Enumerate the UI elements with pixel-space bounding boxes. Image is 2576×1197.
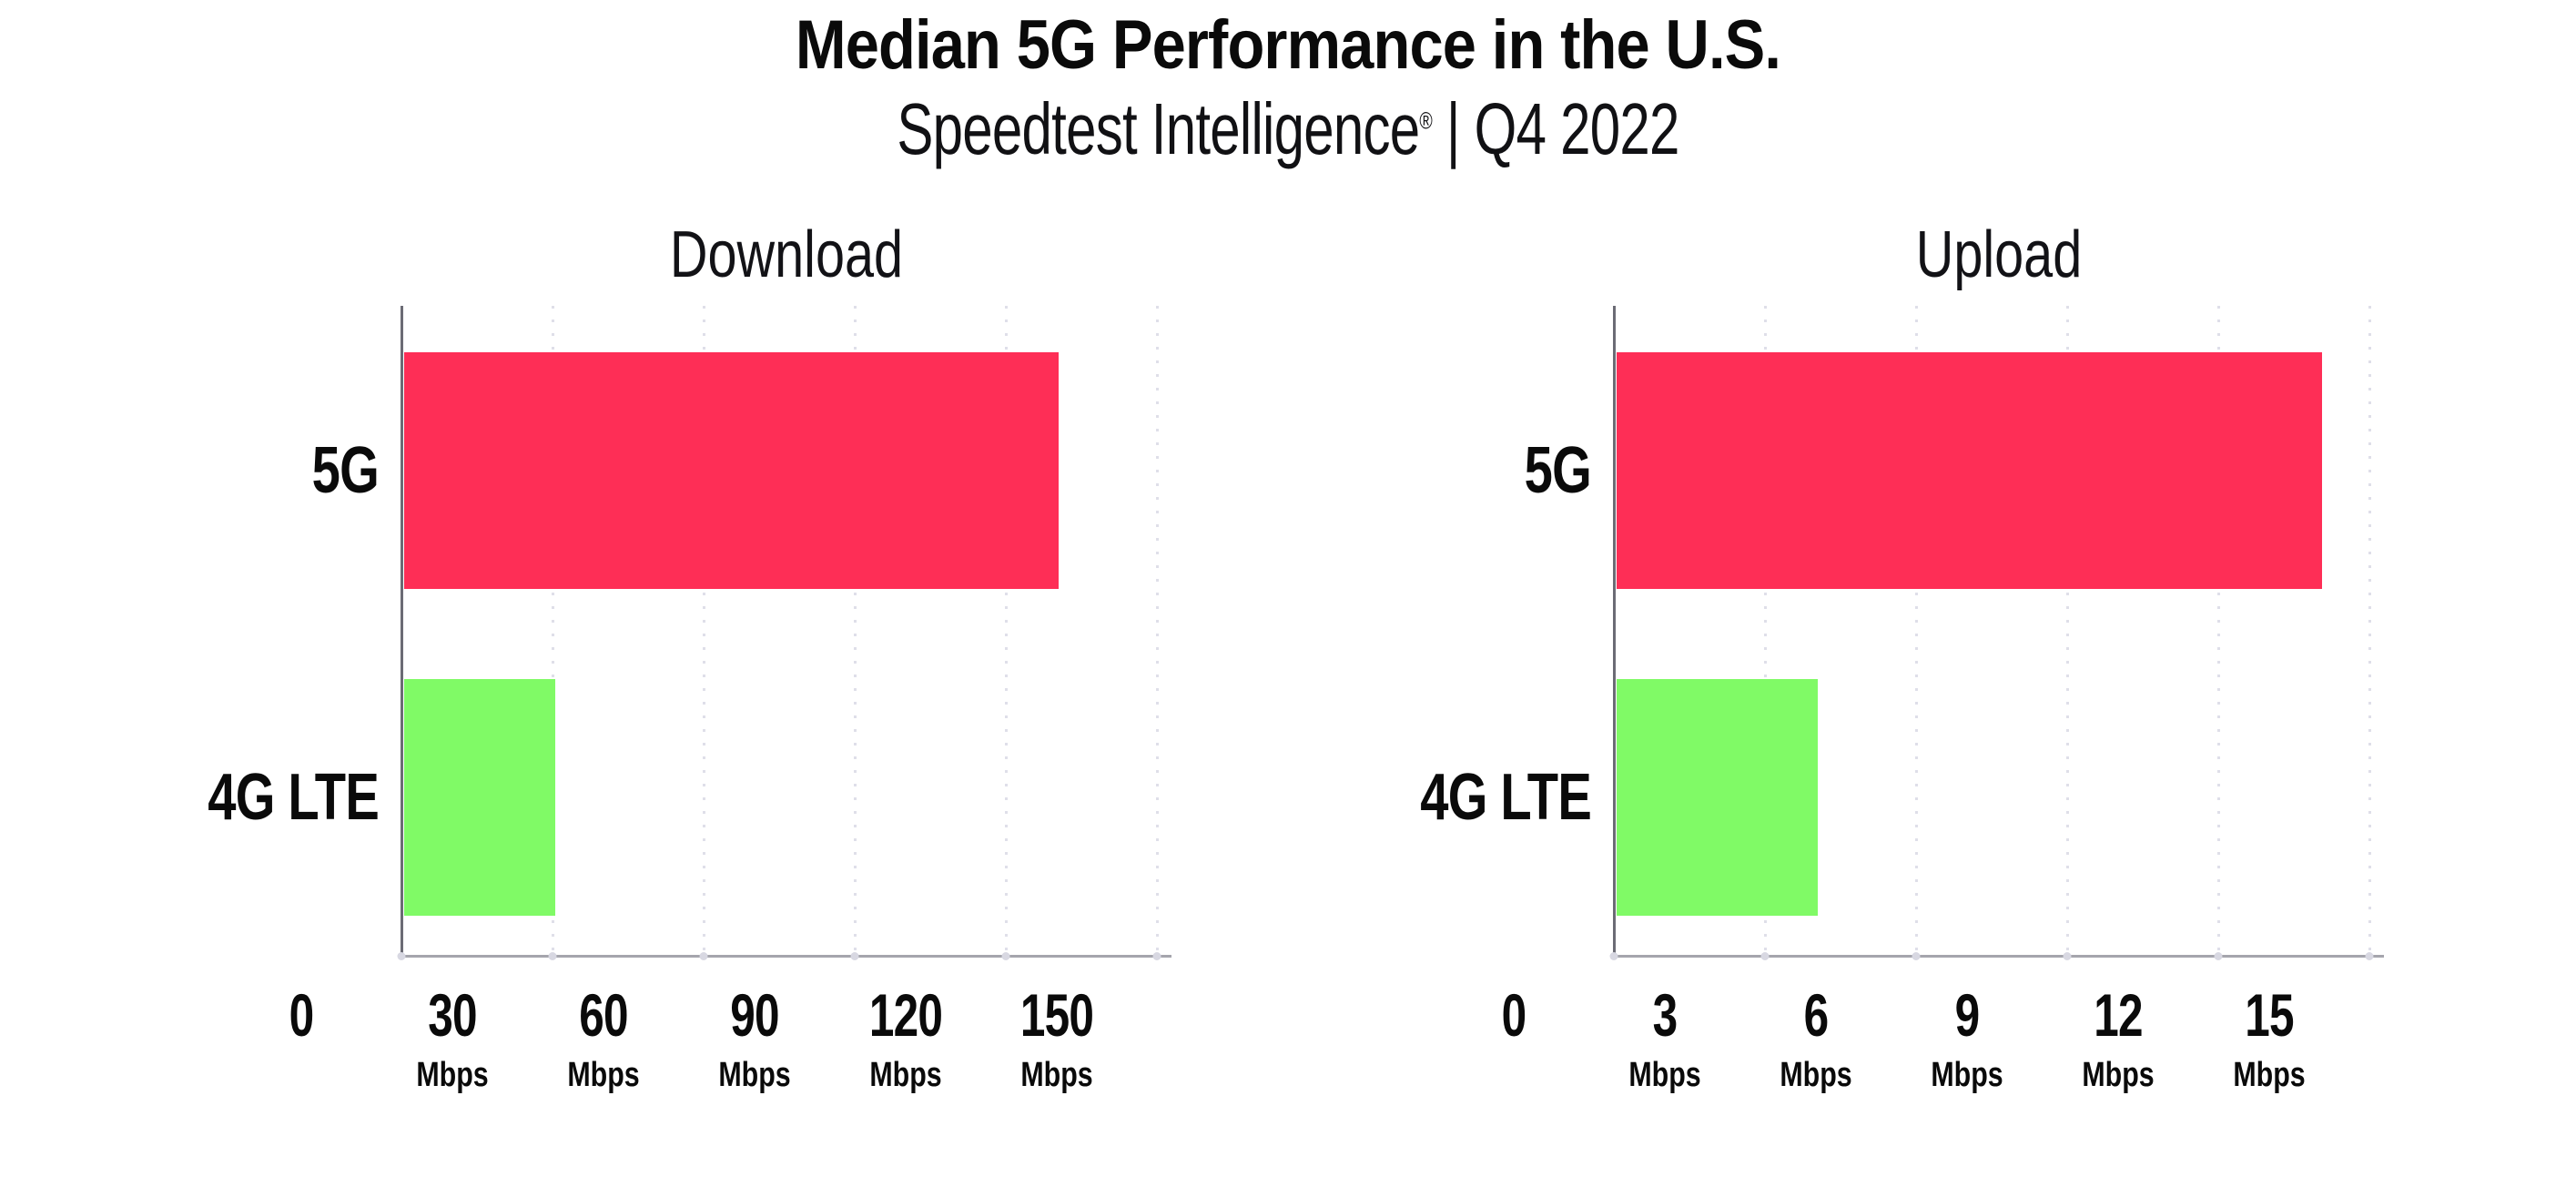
chart-title: Download [669, 218, 904, 291]
axis-tick-dot [699, 952, 708, 960]
tick-value: 150 [1019, 981, 1094, 1049]
tick-value: 60 [579, 981, 628, 1049]
axis-tick-dot [548, 952, 557, 960]
tick-unit: Mbps [1020, 1056, 1093, 1094]
tick-value: 0 [289, 981, 315, 1049]
tick-unit: Mbps [718, 1056, 791, 1094]
axis-tick-dot [1609, 952, 1618, 960]
x-tick: 60 Mbps [503, 985, 704, 1092]
footer: SPEEDTEST® OOKLA® [0, 1124, 2576, 1197]
category-label-4g-lte: 4G LTE [1420, 761, 1592, 834]
tick-unit: Mbps [567, 1056, 640, 1094]
tick-value: 3 [1652, 981, 1678, 1049]
gridline [551, 306, 554, 958]
subtitle-brand: Speedtest Intelligence [897, 88, 1420, 169]
bar-4g-lte [1617, 679, 1819, 916]
axis-tick-dot [850, 952, 859, 960]
gridline [1914, 306, 1918, 958]
x-tick: 15 Mbps [2169, 985, 2369, 1092]
tick-value: 9 [1954, 981, 1981, 1049]
axis-tick-dot [1152, 952, 1161, 960]
category-label-5g: 5G [1524, 434, 1592, 507]
subtitle-period: | Q4 2022 [1431, 88, 1679, 169]
x-tick: 150 Mbps [957, 985, 1157, 1092]
gridline [1763, 306, 1767, 958]
bar-4g-lte [404, 679, 555, 916]
tick-unit: Mbps [1780, 1056, 1852, 1094]
upload-chart: Upload 5G 4G LTE 0 3 Mbps 6 Mbps 9 Mbps 12 Mbps 15 Mb… [1313, 215, 2384, 1134]
tick-value: 12 [2094, 981, 2143, 1049]
tick-unit: Mbps [2233, 1056, 2306, 1094]
registered-trademark-icon: ® [1419, 107, 1432, 135]
axis-tick-dot [2214, 952, 2223, 960]
gridline [2065, 306, 2069, 958]
tick-unit: Mbps [416, 1056, 489, 1094]
category-label-5g: 5G [311, 434, 380, 507]
gridline [2216, 306, 2220, 958]
tick-value: 120 [868, 981, 943, 1049]
x-tick: 0 [201, 985, 401, 1045]
tick-value: 6 [1803, 981, 1830, 1049]
category-label-4g-lte: 4G LTE [208, 761, 380, 834]
bar-5g [1617, 352, 2322, 589]
tick-value: 15 [2245, 981, 2294, 1049]
x-tick: 12 Mbps [2018, 985, 2218, 1092]
y-axis-line [401, 306, 403, 958]
y-axis-line [1613, 306, 1616, 958]
x-tick: 90 Mbps [654, 985, 855, 1092]
tick-unit: Mbps [2082, 1056, 2155, 1094]
axis-tick-dot [1912, 952, 1921, 960]
tick-unit: Mbps [1931, 1056, 2003, 1094]
x-tick: 3 Mbps [1565, 985, 1765, 1092]
axis-tick-dot [1001, 952, 1010, 960]
download-chart: Download 5G 4G LTE 0 30 Mbps 60 Mbps 90 Mbps 120 Mb… [101, 215, 1171, 1134]
x-tick: 6 Mbps [1716, 985, 1916, 1092]
x-tick: 120 Mbps [806, 985, 1006, 1092]
gridline [2368, 306, 2371, 958]
gridline [702, 306, 705, 958]
tick-value: 90 [730, 981, 779, 1049]
axis-tick-dot [2063, 952, 2072, 960]
x-axis-line [401, 955, 1171, 958]
tick-value: 30 [428, 981, 477, 1049]
gridline [853, 306, 857, 958]
page-title: Median 5G Performance in the U.S. [795, 6, 1781, 84]
tick-unit: Mbps [869, 1056, 942, 1094]
x-tick: 9 Mbps [1867, 985, 2067, 1092]
gridline [1004, 306, 1008, 958]
chart-title: Upload [1915, 218, 2083, 291]
gridline [1155, 306, 1159, 958]
axis-tick-dot [1760, 952, 1770, 960]
x-tick: 0 [1414, 985, 1614, 1045]
plot-area [1609, 306, 2384, 960]
page-subtitle: Speedtest Intelligence® | Q4 2022 [322, 93, 2255, 166]
x-tick: 30 Mbps [352, 985, 553, 1092]
tick-value: 0 [1501, 981, 1527, 1049]
plot-area [397, 306, 1171, 960]
bar-5g [404, 352, 1060, 589]
tick-unit: Mbps [1628, 1056, 1701, 1094]
axis-tick-dot [2365, 952, 2374, 960]
x-axis-line [1614, 955, 2384, 958]
axis-tick-dot [397, 952, 406, 960]
